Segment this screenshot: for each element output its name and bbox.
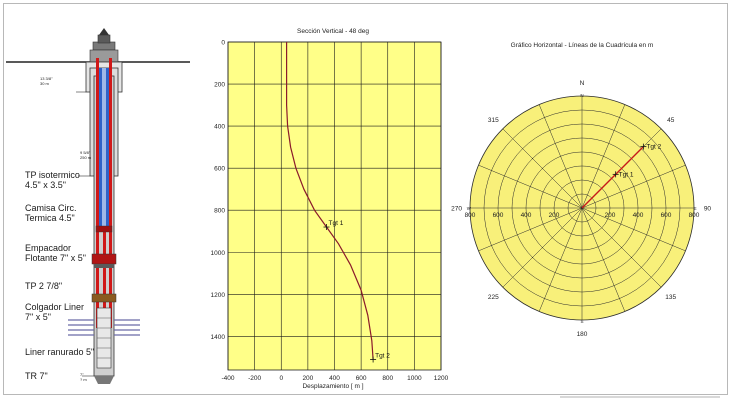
target-label: Tgt 2 <box>646 144 661 151</box>
target-label: Tgt 1 <box>619 171 634 178</box>
azimuth-spoke <box>538 207 583 312</box>
wellhead <box>89 28 119 63</box>
azimuth-label: 90 <box>704 206 712 213</box>
label-camisa: Camisa Circ. Termica 4.5" <box>25 203 77 223</box>
azimuth-spoke <box>478 207 583 252</box>
casing-shoe <box>94 376 114 384</box>
radial-tick-label: 400 <box>521 212 532 219</box>
label-tr7: TR 7" <box>25 371 48 381</box>
horizontal-plot-title: Gráfico Horizontal - Líneas de la Cuadrí… <box>510 42 654 49</box>
depth-ticks <box>76 91 94 377</box>
y-tick-label: 200 <box>214 82 225 89</box>
x-tick-label: -400 <box>221 375 234 382</box>
x-tick-label: 800 <box>382 375 393 382</box>
radial-tick-label: 200 <box>549 212 560 219</box>
radial-tick-label: 600 <box>493 212 504 219</box>
compass-letter: E <box>694 206 697 211</box>
target-label: Tgt 2 <box>375 352 390 359</box>
y-tick-label: 600 <box>214 166 225 173</box>
y-tick-label: 800 <box>214 208 225 215</box>
vertical-section-xlabel: Desplazamiento [ m ] <box>302 383 364 390</box>
azimuth-label: 315 <box>488 117 499 124</box>
y-tick-label: 0 <box>221 40 225 47</box>
azimuth-spoke <box>478 164 583 209</box>
azimuth-spoke <box>581 207 626 312</box>
insulated-tubing <box>99 68 109 228</box>
azimuth-spoke <box>502 207 583 288</box>
azimuth-spoke <box>581 104 626 209</box>
horizontal-plot-chart: 200 200 400 400 600 600 800 800 N 45 90 135 180 225 27… <box>451 80 712 338</box>
x-tick-label: -200 <box>248 375 261 382</box>
floating-packer <box>91 253 117 268</box>
horizontal-trajectory-line <box>581 146 644 209</box>
slotted-liner <box>96 307 112 369</box>
azimuth-spoke <box>538 104 583 209</box>
azimuth-spoke <box>581 164 686 209</box>
casing-note-1: 13 3/8" 30 m <box>40 76 53 86</box>
bottom-strip <box>560 396 720 398</box>
well-schematic <box>6 28 190 384</box>
azimuth-spoke <box>581 207 686 252</box>
y-tick-label: 1200 <box>211 292 226 299</box>
radial-tick-label: 800 <box>465 212 476 219</box>
target-label: Tgt 1 <box>329 220 344 227</box>
azimuth-spoke <box>581 207 662 288</box>
y-tick-label: 1400 <box>211 334 226 341</box>
casing-note-3: 7" ? m <box>80 372 87 382</box>
x-tick-label: 200 <box>302 375 313 382</box>
x-tick-label: 600 <box>356 375 367 382</box>
y-tick-label: 1000 <box>211 250 226 257</box>
vertical-section-chart: -400 -200 0 200 400 600 800 1000 1200 0 200 400 600 8… <box>211 40 449 383</box>
radial-tick-label: 600 <box>661 212 672 219</box>
y-tick-label: 400 <box>214 124 225 131</box>
label-tp-278: TP 2 7/8" <box>25 281 63 291</box>
x-tick-label: 0 <box>279 375 283 382</box>
vertical-section-title: Sección Vertical - 48 deg <box>297 28 369 35</box>
tubing-flow-line <box>96 58 112 348</box>
liner-hanger <box>91 293 117 303</box>
compass-letter: N <box>580 93 583 98</box>
label-tp-isotermico: TP isotermico 4.5" x 3.5" <box>25 170 80 190</box>
azimuth-label: 225 <box>488 294 499 301</box>
x-tick-label: 1200 <box>434 375 449 382</box>
azimuth-spoke <box>502 128 583 209</box>
well-trajectory-line <box>286 42 374 360</box>
azimuth-label: 45 <box>667 117 675 124</box>
radial-tick-label: 800 <box>689 212 700 219</box>
azimuth-label: N <box>580 80 585 87</box>
casing-note-2: 9 5/8" 250 m <box>80 150 92 160</box>
radial-tick-label: 200 <box>605 212 616 219</box>
radial-tick-label: 400 <box>633 212 644 219</box>
label-colgador: Colgador Liner 7" x 5" <box>25 302 85 322</box>
perforations <box>68 319 140 336</box>
circulation-sleeve <box>95 225 113 233</box>
azimuth-label: 180 <box>577 331 588 338</box>
compass-letter: W <box>467 206 472 211</box>
azimuth-label: 135 <box>665 294 676 301</box>
label-empacador: Empacador Flotante 7" x 5" <box>25 243 86 263</box>
x-tick-label: 1000 <box>407 375 422 382</box>
label-liner: Liner ranurado 5" <box>25 347 95 357</box>
azimuth-label: 270 <box>451 206 462 213</box>
compass-letter: S <box>580 319 583 324</box>
x-tick-label: 400 <box>329 375 340 382</box>
